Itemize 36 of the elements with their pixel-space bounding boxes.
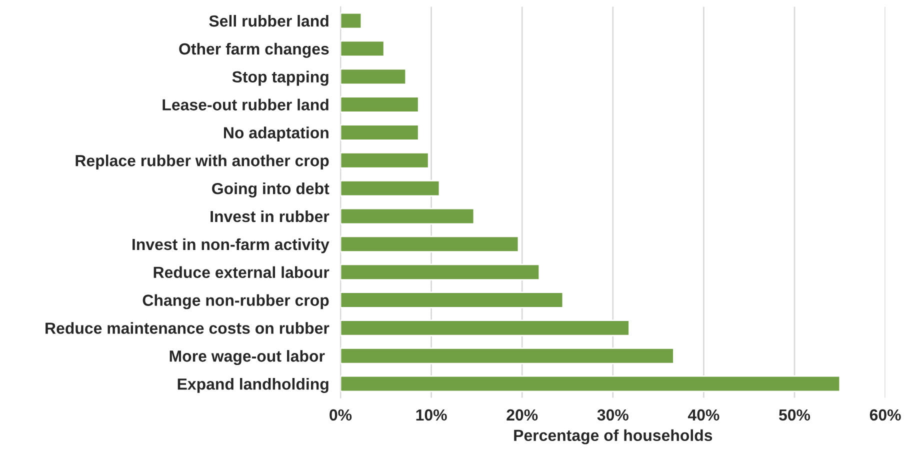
y-tick-label: Replace rubber with another crop xyxy=(76,154,329,170)
bar xyxy=(340,180,440,197)
y-tick-label: No adaptation xyxy=(224,126,328,142)
y-tick-label: Sell rubber land xyxy=(209,14,328,27)
bar xyxy=(340,292,564,308)
y-tick-label: Stop tapping xyxy=(232,70,328,86)
x-tick-label: 20% xyxy=(506,409,538,421)
y-tick-label: More wage-out labor xyxy=(170,350,325,366)
bar xyxy=(340,152,430,169)
bar xyxy=(340,347,674,364)
x-tick-label: 10% xyxy=(416,409,447,421)
x-tick-label: 60% xyxy=(870,409,901,421)
y-tick-label: Invest in non-farm activity xyxy=(132,238,330,254)
x-axis-title: Percentage of households xyxy=(514,429,712,444)
bar xyxy=(340,12,362,30)
x-tick-label: 30% xyxy=(597,409,628,421)
bar xyxy=(340,375,841,392)
y-tick-label: Change non-rubber crop xyxy=(142,294,329,310)
x-tick-label: 40% xyxy=(688,409,720,421)
x-tick-label: 0% xyxy=(330,409,352,421)
y-tick-label: Reduce external labour xyxy=(154,266,330,278)
y-tick-label: Expand landholding xyxy=(178,378,328,393)
x-tick-label: 50% xyxy=(779,409,810,421)
bar xyxy=(340,208,475,225)
bar xyxy=(340,96,420,113)
y-tick-label: Reduce maintenance costs on rubber xyxy=(46,322,330,334)
y-tick-label: Other farm changes xyxy=(179,42,329,58)
y-tick-label: Lease-out rubber land xyxy=(162,98,328,110)
y-tick-label: Invest in rubber xyxy=(210,210,330,222)
bar xyxy=(340,236,520,253)
bar xyxy=(340,68,407,85)
y-tick-label: Going into debt xyxy=(212,182,330,198)
bar xyxy=(340,124,420,141)
bar xyxy=(340,264,540,280)
bar xyxy=(340,320,630,336)
bar xyxy=(340,40,385,58)
